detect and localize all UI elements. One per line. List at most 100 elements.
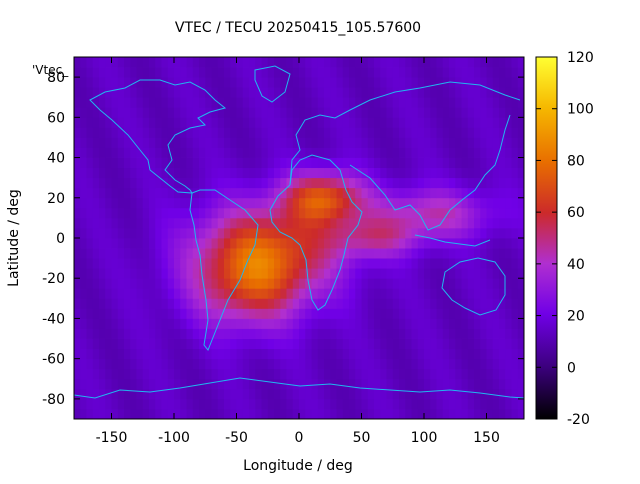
heatmap-cell <box>205 348 212 360</box>
heatmap-cell <box>511 207 519 219</box>
heatmap-cell <box>249 318 256 329</box>
heatmap-cell <box>205 278 212 289</box>
heatmap-cell <box>430 358 437 370</box>
heatmap-cell <box>92 127 100 138</box>
heatmap-cell <box>424 368 431 380</box>
heatmap-cell <box>455 238 462 249</box>
heatmap-cell <box>392 137 400 148</box>
heatmap-cell <box>317 127 325 138</box>
heatmap-cell <box>399 137 406 148</box>
heatmap-cell <box>467 348 475 360</box>
heatmap-cell <box>449 268 456 279</box>
heatmap-cell <box>111 177 119 189</box>
heatmap-cell <box>80 177 87 189</box>
heatmap-cell <box>155 117 162 128</box>
heatmap-cell <box>255 97 262 108</box>
heatmap-cell <box>255 388 262 400</box>
heatmap-cell <box>130 398 137 410</box>
heatmap-cell <box>167 207 175 219</box>
heatmap-cell <box>430 328 437 339</box>
heatmap-cell <box>224 378 231 390</box>
heatmap-cell <box>149 278 156 289</box>
heatmap-cell <box>180 187 187 199</box>
heatmap-cell <box>374 207 381 219</box>
heatmap-cell <box>280 217 287 229</box>
heatmap-cell <box>261 227 269 239</box>
heatmap-cell <box>174 328 181 339</box>
heatmap-cell <box>392 127 400 138</box>
heatmap-cell <box>286 358 294 370</box>
heatmap-cell <box>242 358 250 370</box>
heatmap-cell <box>99 57 106 68</box>
heatmap-cell <box>130 187 137 199</box>
heatmap-cell <box>142 137 150 148</box>
heatmap-cell <box>449 338 456 350</box>
heatmap-cell <box>86 147 94 158</box>
heatmap-cell <box>199 388 206 400</box>
heatmap-cell <box>367 408 375 420</box>
coast-africa-eurasia <box>269 154 363 311</box>
heatmap-cell <box>467 298 475 309</box>
heatmap-cell <box>167 338 175 350</box>
heatmap-cell <box>361 338 369 350</box>
heatmap-cell <box>511 408 519 420</box>
heatmap-cell <box>392 197 400 209</box>
heatmap-cell <box>461 207 469 219</box>
heatmap-cell <box>467 358 475 370</box>
heatmap-cell <box>174 167 181 179</box>
heatmap-cell <box>261 318 269 329</box>
heatmap-cell <box>505 207 512 219</box>
heatmap-cell <box>224 398 231 410</box>
heatmap-cell <box>342 288 350 299</box>
heatmap-cell <box>467 207 475 219</box>
heatmap-cell <box>249 217 256 229</box>
heatmap-cell <box>386 57 394 68</box>
heatmap-cell <box>80 378 87 390</box>
heatmap-cell <box>92 258 100 269</box>
heatmap-cell <box>449 288 456 299</box>
heatmap-cell <box>474 227 481 239</box>
heatmap-cell <box>255 338 262 350</box>
heatmap-cell <box>517 238 525 249</box>
heatmap-cell <box>361 258 369 269</box>
heatmap-cell <box>224 187 231 199</box>
heatmap-cell <box>99 328 106 339</box>
heatmap-cell <box>417 258 425 269</box>
heatmap-cell <box>161 177 169 189</box>
heatmap-cell <box>242 378 250 390</box>
heatmap-cell <box>117 368 125 380</box>
heatmap-cell <box>486 318 494 329</box>
heatmap-cell <box>249 408 256 420</box>
heatmap-cell <box>405 217 412 229</box>
heatmap-cell <box>111 57 119 68</box>
heatmap-cell <box>324 67 331 78</box>
heatmap-cell <box>199 308 206 319</box>
heatmap-cell <box>467 338 475 350</box>
heatmap-cell <box>267 147 275 158</box>
heatmap-cell <box>224 268 231 279</box>
coast-antarctica <box>74 377 524 399</box>
heatmap-cell <box>136 308 144 319</box>
heatmap-cell <box>86 288 94 299</box>
heatmap-cell <box>292 187 300 199</box>
heatmap-cell <box>86 217 94 229</box>
heatmap-cell <box>236 227 244 239</box>
heatmap-cell <box>342 217 350 229</box>
heatmap-cell <box>467 157 475 169</box>
heatmap-cell <box>311 187 319 199</box>
heatmap-cell <box>236 147 244 158</box>
heatmap-cell <box>124 378 131 390</box>
heatmap-cell <box>224 298 231 309</box>
heatmap-cell <box>336 328 344 339</box>
heatmap-cell <box>511 348 519 360</box>
heatmap-cell <box>305 308 312 319</box>
heatmap-cell <box>92 408 100 420</box>
heatmap-cell <box>492 87 500 98</box>
heatmap-cell <box>342 77 350 88</box>
heatmap-cell <box>105 258 112 269</box>
heatmap-cell <box>274 348 281 360</box>
heatmap-cell <box>86 107 94 118</box>
heatmap-cell <box>92 187 100 199</box>
heatmap-cell <box>442 97 450 108</box>
heatmap-cell <box>155 67 162 78</box>
